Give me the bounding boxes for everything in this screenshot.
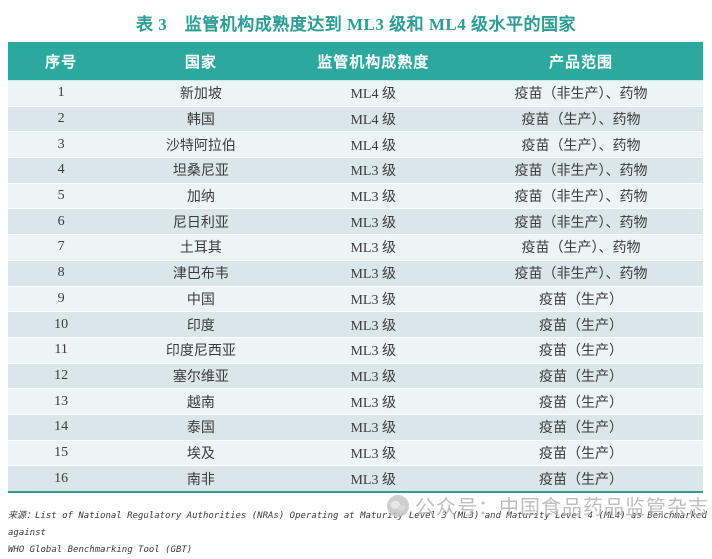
table-row: 11 印度尼西亚 ML3 级 疫苗（生产） bbox=[8, 336, 703, 364]
cell-country: 尼日利亚 bbox=[114, 208, 288, 235]
table-row: 14 泰国 ML3 级 疫苗（生产） bbox=[8, 413, 703, 441]
cell-country: 沙特阿拉伯 bbox=[114, 131, 288, 158]
cell-index: 6 bbox=[8, 208, 115, 235]
table-header-row: 序号 国家 监管机构成熟度 产品范围 bbox=[8, 42, 703, 81]
cell-maturity: ML3 级 bbox=[287, 234, 460, 261]
cell-country: 坦桑尼亚 bbox=[114, 157, 288, 184]
cell-maturity: ML4 级 bbox=[287, 131, 460, 158]
table-row: 7 土耳其 ML3 级 疫苗（生产）、药物 bbox=[8, 234, 703, 261]
cell-index: 1 bbox=[8, 80, 115, 107]
cell-product: 疫苗（非生产）、药物 bbox=[459, 80, 703, 107]
cell-index: 7 bbox=[8, 234, 115, 261]
cell-index: 3 bbox=[8, 131, 115, 158]
cell-product: 疫苗（生产） bbox=[459, 311, 703, 338]
cell-country: 印度尼西亚 bbox=[114, 336, 288, 364]
cell-country: 中国 bbox=[114, 285, 288, 312]
cell-maturity: ML3 级 bbox=[287, 336, 460, 364]
cell-index: 9 bbox=[8, 285, 115, 312]
table-row: 4 坦桑尼亚 ML3 级 疫苗（非生产）、药物 bbox=[8, 157, 703, 184]
table-title: 表 3 监管机构成熟度达到 ML3 级和 ML4 级水平的国家 bbox=[135, 15, 577, 34]
cell-country: 津巴布韦 bbox=[114, 259, 288, 286]
table-row: 8 津巴布韦 ML3 级 疫苗（非生产）、药物 bbox=[8, 259, 703, 286]
cell-maturity: ML3 级 bbox=[287, 465, 460, 491]
cell-product: 疫苗（生产） bbox=[459, 439, 703, 466]
cell-product: 疫苗（非生产）、药物 bbox=[459, 157, 703, 184]
cell-product: 疫苗（生产） bbox=[459, 413, 703, 441]
cell-maturity: ML3 级 bbox=[287, 259, 460, 286]
table-row: 6 尼日利亚 ML3 级 疫苗（非生产）、药物 bbox=[8, 208, 703, 235]
cell-product: 疫苗（生产） bbox=[459, 362, 703, 389]
cell-index: 16 bbox=[8, 465, 115, 491]
table-row: 16 南非 ML3 级 疫苗（生产） bbox=[8, 465, 703, 491]
cell-country: 埃及 bbox=[114, 439, 288, 466]
cell-product: 疫苗（生产） bbox=[459, 285, 703, 312]
cell-maturity: ML4 级 bbox=[287, 80, 460, 107]
cell-index: 13 bbox=[8, 388, 115, 415]
cell-index: 12 bbox=[8, 362, 115, 389]
col-header-maturity: 监管机构成熟度 bbox=[287, 42, 460, 81]
cell-country: 泰国 bbox=[114, 413, 288, 441]
cell-maturity: ML3 级 bbox=[287, 208, 460, 235]
cell-product: 疫苗（生产） bbox=[459, 465, 703, 491]
countries-table: 序号 国家 监管机构成熟度 产品范围 1 新加坡 ML4 级 疫苗（非生产）、药… bbox=[8, 42, 703, 491]
cell-country: 南非 bbox=[114, 465, 288, 491]
cell-index: 14 bbox=[8, 413, 115, 441]
table-body: 1 新加坡 ML4 级 疫苗（非生产）、药物 2 韩国 ML4 级 疫苗（生产）… bbox=[8, 80, 703, 491]
cell-maturity: ML3 级 bbox=[287, 157, 460, 184]
cell-country: 新加坡 bbox=[114, 80, 288, 107]
cell-maturity: ML3 级 bbox=[287, 285, 460, 312]
col-header-index: 序号 bbox=[8, 42, 115, 81]
table-row: 12 塞尔维亚 ML3 级 疫苗（生产） bbox=[8, 362, 703, 389]
cell-index: 4 bbox=[8, 157, 115, 184]
cell-maturity: ML3 级 bbox=[287, 362, 460, 389]
cell-country: 韩国 bbox=[114, 105, 288, 132]
cell-country: 印度 bbox=[114, 311, 288, 338]
watermark-text: 公众号：中国食品药品监管杂志 bbox=[415, 497, 709, 519]
table-row: 2 韩国 ML4 级 疫苗（生产）、药物 bbox=[8, 105, 703, 132]
col-header-product: 产品范围 bbox=[459, 42, 703, 81]
cell-index: 8 bbox=[8, 259, 115, 286]
cell-product: 疫苗（生产） bbox=[459, 388, 703, 415]
cell-index: 10 bbox=[8, 311, 115, 338]
col-header-country: 国家 bbox=[114, 42, 288, 81]
cell-product: 疫苗（非生产）、药物 bbox=[459, 182, 703, 209]
cell-product: 疫苗（生产）、药物 bbox=[459, 105, 703, 132]
cell-product: 疫苗（非生产）、药物 bbox=[459, 208, 703, 235]
countries-table-wrap: 序号 国家 监管机构成熟度 产品范围 1 新加坡 ML4 级 疫苗（非生产）、药… bbox=[8, 42, 703, 493]
cell-index: 2 bbox=[8, 105, 115, 132]
source-line-1: 来源：List of National Regulatory Authoriti… bbox=[8, 511, 707, 538]
table-row: 15 埃及 ML3 级 疫苗（生产） bbox=[8, 439, 703, 466]
cell-country: 土耳其 bbox=[114, 234, 288, 261]
cell-maturity: ML3 级 bbox=[287, 413, 460, 441]
cell-country: 越南 bbox=[114, 388, 288, 415]
cell-maturity: ML3 级 bbox=[287, 439, 460, 466]
cell-index: 5 bbox=[8, 182, 115, 209]
watermark: 公众号：中国食品药品监管杂志 bbox=[386, 491, 709, 520]
cell-maturity: ML3 级 bbox=[287, 311, 460, 338]
cell-maturity: ML3 级 bbox=[287, 182, 460, 209]
cell-country: 加纳 bbox=[114, 182, 288, 209]
cell-index: 11 bbox=[8, 336, 115, 364]
table-row: 5 加纳 ML3 级 疫苗（非生产）、药物 bbox=[8, 182, 703, 209]
table-row: 1 新加坡 ML4 级 疫苗（非生产）、药物 bbox=[8, 80, 703, 107]
document-page: 表 3 监管机构成熟度达到 ML3 级和 ML4 级水平的国家 序号 国家 监管… bbox=[8, 15, 709, 555]
cell-product: 疫苗（生产） bbox=[459, 336, 703, 364]
cell-maturity: ML3 级 bbox=[287, 388, 460, 415]
table-row: 3 沙特阿拉伯 ML4 级 疫苗（生产）、药物 bbox=[8, 131, 703, 158]
table-row: 10 印度 ML3 级 疫苗（生产） bbox=[8, 311, 703, 338]
table-row: 9 中国 ML3 级 疫苗（生产） bbox=[8, 285, 703, 312]
cell-index: 15 bbox=[8, 439, 115, 466]
table-row: 13 越南 ML3 级 疫苗（生产） bbox=[8, 388, 703, 415]
cell-country: 塞尔维亚 bbox=[114, 362, 288, 389]
cell-maturity: ML4 级 bbox=[287, 105, 460, 132]
cell-product: 疫苗（生产）、药物 bbox=[459, 131, 703, 158]
cell-product: 疫苗（生产）、药物 bbox=[459, 234, 703, 261]
wechat-official-account-icon bbox=[386, 494, 410, 518]
cell-product: 疫苗（非生产）、药物 bbox=[459, 259, 703, 286]
